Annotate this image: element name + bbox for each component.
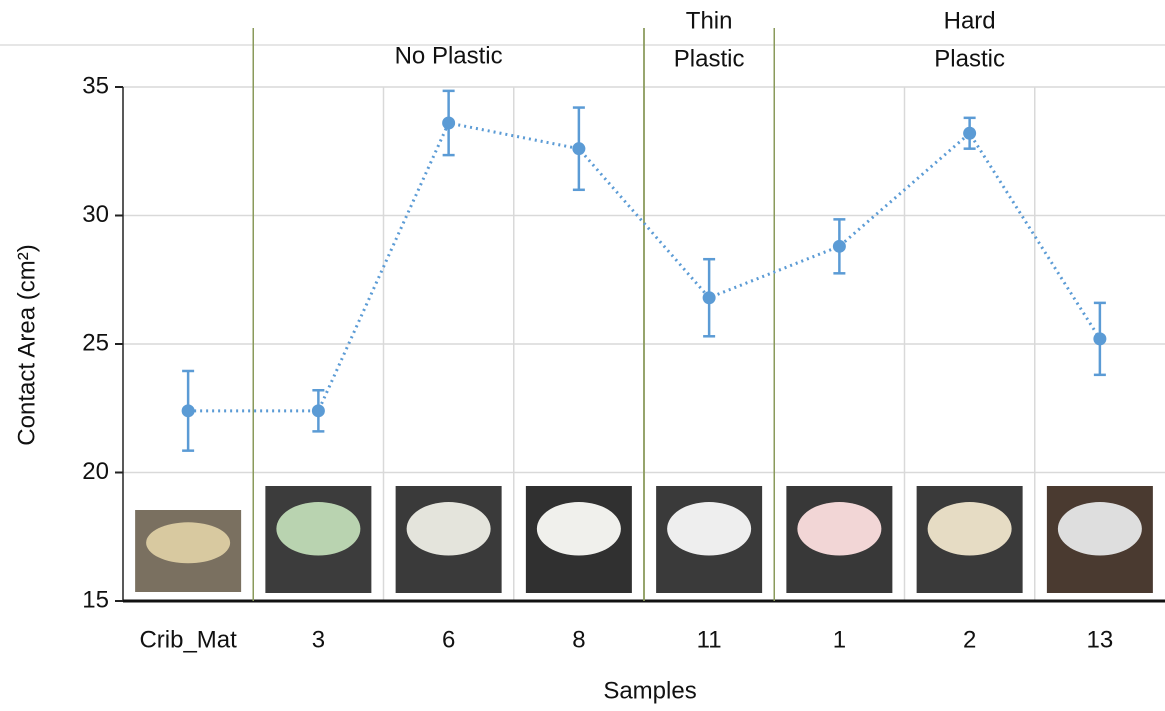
x-axis-title: Samples (603, 677, 696, 704)
sample-photo-detail (406, 502, 491, 556)
x-tick-label: 2 (963, 626, 976, 653)
y-tick-label: 20 (82, 458, 109, 485)
group-label: Plastic (674, 45, 745, 72)
group-label: Hard (944, 7, 996, 34)
sample-photo-detail (927, 502, 1012, 556)
point (181, 404, 195, 418)
point (572, 142, 586, 156)
sample-photo-detail (536, 502, 621, 556)
point (702, 291, 716, 305)
sample-photo-detail (1057, 502, 1142, 556)
point (1093, 332, 1107, 346)
x-tick-label: 11 (697, 626, 722, 653)
point (311, 404, 325, 418)
group-label: No Plastic (395, 42, 503, 69)
x-tick-label: 8 (572, 626, 585, 653)
point (832, 239, 846, 253)
sample-photo-detail (276, 502, 361, 556)
y-tick-label: 25 (82, 329, 109, 356)
sample-photo-detail (667, 502, 752, 556)
x-tick-label: Crib_Mat (139, 626, 237, 653)
y-tick-label: 35 (82, 72, 109, 99)
sample-photo-detail (797, 502, 882, 556)
x-tick-label: 1 (833, 626, 846, 653)
x-tick-label: 3 (312, 626, 325, 653)
group-label: Thin (686, 7, 733, 34)
x-tick-label: 6 (442, 626, 455, 653)
y-axis-title: Contact Area (cm²) (13, 244, 40, 445)
point (963, 126, 977, 140)
y-tick-label: 15 (82, 586, 109, 613)
group-label: Plastic (934, 45, 1005, 72)
x-tick-label: 13 (1087, 626, 1114, 653)
sample-photo-detail (146, 522, 231, 564)
y-tick-label: 30 (82, 201, 109, 228)
point (442, 116, 456, 130)
